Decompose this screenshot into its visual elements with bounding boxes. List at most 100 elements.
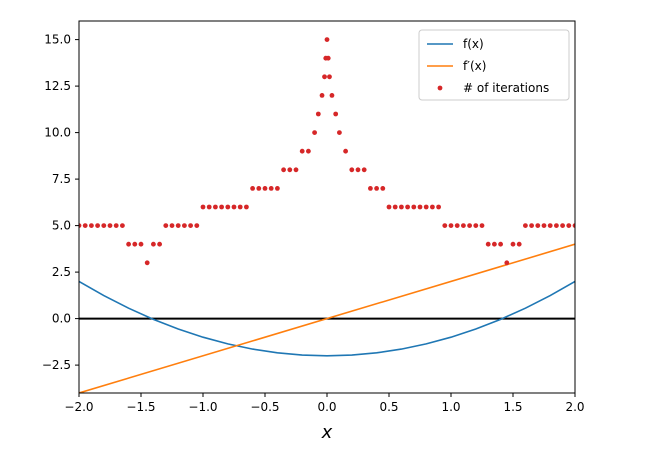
- scatter-point-iterations: [132, 241, 138, 247]
- scatter-point-iterations: [126, 241, 131, 247]
- scatter-point-iterations: [262, 186, 268, 191]
- scatter-point-iterations: [194, 223, 200, 229]
- scatter-point-iterations: [82, 223, 88, 229]
- scatter-point-iterations: [380, 186, 386, 191]
- scatter-point-iterations: [368, 186, 373, 191]
- x-tick-label: 2.0: [565, 400, 584, 414]
- scatter-point-iterations: [200, 204, 206, 210]
- scatter-point-iterations: [324, 37, 330, 42]
- scatter-point-iterations: [467, 223, 472, 229]
- legend-label-f-of-x: f(x): [463, 37, 484, 51]
- scatter-point-iterations: [89, 223, 94, 229]
- scatter-point-iterations: [175, 223, 181, 229]
- scatter-point-iterations: [399, 204, 404, 210]
- scatter-point-iterations: [541, 223, 547, 229]
- scatter-point-iterations: [572, 223, 575, 228]
- scatter-point-iterations: [436, 204, 441, 210]
- scatter-point-iterations: [151, 241, 156, 247]
- y-tick-label: 10.0: [44, 126, 71, 140]
- y-tick-label: 2.5: [52, 265, 71, 279]
- scatter-point-iterations: [392, 204, 398, 210]
- scatter-point-iterations: [299, 148, 305, 154]
- scatter-point-iterations: [523, 223, 528, 229]
- scatter-point-iterations: [315, 111, 321, 117]
- scatter-point-iterations: [510, 241, 516, 247]
- scatter-point-iterations: [535, 223, 541, 229]
- axes: −2.0 −1.5 −1.0 −0.5 0.0 0.5 1.0 1.5 2.0 −2.5 0.0 2.…: [42, 20, 585, 443]
- scatter-point-iterations: [329, 93, 335, 98]
- scatter-point-iterations: [405, 204, 410, 210]
- scatter-point-iterations: [355, 167, 361, 173]
- scatter-point-iterations: [182, 223, 187, 229]
- scatter-point-iterations: [188, 223, 194, 229]
- scatter-point-iterations: [485, 241, 491, 247]
- y-tick-label: 7.5: [52, 172, 71, 186]
- scatter-point-iterations: [225, 204, 231, 210]
- scatter-point-iterations: [312, 130, 317, 136]
- scatter-point-iterations: [516, 241, 522, 247]
- scatter-point-iterations: [529, 223, 534, 229]
- scatter-point-iterations: [560, 223, 565, 229]
- scatter-point-iterations: [293, 167, 299, 173]
- scatter-point-iterations: [219, 204, 225, 210]
- scatter-point-iterations: [319, 93, 325, 98]
- scatter-point-iterations: [95, 223, 100, 229]
- scatter-point-iterations: [244, 204, 249, 210]
- plot-series-group: [79, 37, 575, 393]
- scatter-point-iterations: [325, 55, 331, 61]
- scatter-point-iterations: [322, 74, 327, 80]
- legend-label-f-prime-of-x: f′(x): [463, 59, 486, 73]
- x-tick-label: −2.0: [64, 400, 93, 414]
- scatter-point-iterations: [337, 130, 342, 136]
- scatter-point-iterations: [79, 223, 82, 228]
- y-tick-label: 15.0: [44, 33, 71, 47]
- x-tick-label: 1.5: [503, 400, 522, 414]
- scatter-point-iterations: [206, 204, 212, 210]
- scatter-point-iterations: [498, 241, 503, 247]
- scatter-point-iterations: [306, 148, 311, 154]
- plot-area: [79, 37, 575, 393]
- scatter-point-iterations: [120, 223, 125, 229]
- scatter-point-iterations: [547, 223, 553, 229]
- scatter-point-iterations: [374, 186, 379, 191]
- x-tick-label: −1.0: [188, 400, 217, 414]
- scatter-point-iterations: [442, 223, 448, 229]
- scatter-point-iterations: [327, 74, 332, 80]
- scatter-point-iterations: [430, 204, 435, 210]
- scatter-point-iterations: [101, 223, 107, 229]
- scatter-point-iterations: [113, 223, 119, 229]
- scatter-point-iterations: [237, 204, 243, 210]
- y-tick-label: 0.0: [52, 312, 71, 326]
- scatter-point-iterations: [250, 186, 256, 191]
- scatter-point-iterations: [566, 223, 572, 229]
- scatter-point-iterations: [256, 186, 262, 191]
- y-tick-label: 12.5: [44, 79, 71, 93]
- scatter-point-iterations: [163, 223, 169, 229]
- scatter-point-iterations: [417, 204, 423, 210]
- scatter-point-iterations: [361, 167, 367, 173]
- scatter-point-iterations: [213, 204, 218, 210]
- scatter-point-iterations: [448, 223, 454, 229]
- scatter-point-iterations: [138, 241, 144, 247]
- x-tick-label: −0.5: [250, 400, 279, 414]
- legend-swatch-iterations: [437, 85, 443, 91]
- scatter-point-iterations: [386, 204, 392, 210]
- legend: f(x) f′(x) # of iterations: [418, 29, 570, 101]
- series-line-f-prime-of-x: [79, 243, 575, 393]
- scatter-point-iterations: [479, 223, 485, 229]
- legend-box: [418, 29, 570, 101]
- scatter-point-iterations: [333, 111, 339, 117]
- x-axis-label: x: [321, 422, 333, 443]
- scatter-point-iterations: [504, 260, 510, 266]
- scatter-point-iterations: [281, 167, 286, 173]
- scatter-point-iterations: [461, 223, 466, 229]
- scatter-point-iterations: [144, 260, 150, 266]
- scatter-point-iterations: [411, 204, 417, 210]
- scatter-point-iterations: [287, 167, 293, 173]
- y-tick-label: −2.5: [42, 358, 71, 372]
- legend-label-iterations: # of iterations: [463, 81, 549, 95]
- x-tick-label: −1.5: [126, 400, 155, 414]
- x-tick-label: 0.5: [379, 400, 398, 414]
- scatter-point-iterations: [169, 223, 175, 229]
- scatter-point-iterations: [349, 167, 355, 173]
